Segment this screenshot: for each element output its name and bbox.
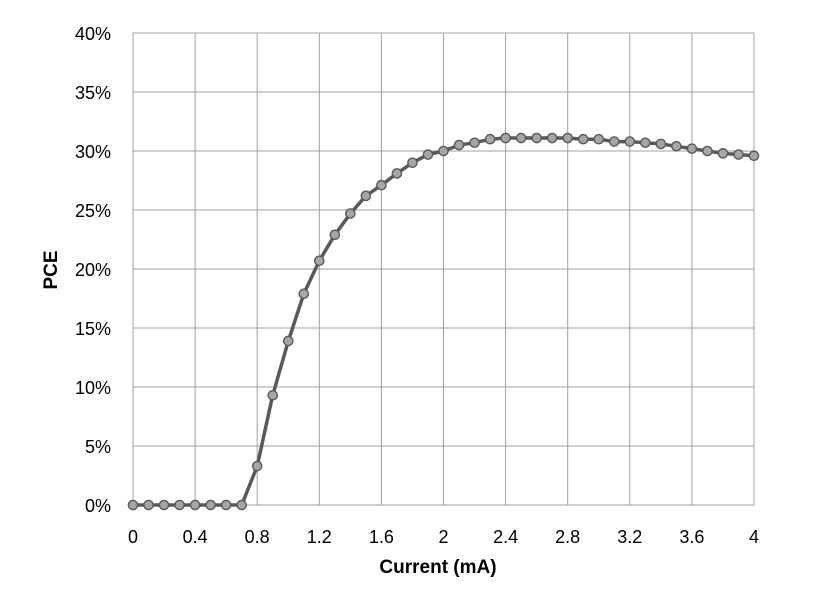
y-tick-label: 20%: [75, 260, 111, 280]
data-point: [515, 132, 527, 144]
data-point: [577, 133, 589, 145]
x-tick-label: 2.4: [493, 527, 518, 547]
x-tick-label: 0.8: [245, 527, 270, 547]
y-tick-label: 25%: [75, 201, 111, 221]
x-tick-label: 1.6: [369, 527, 394, 547]
data-point: [360, 190, 372, 202]
x-axis-title: Current (mA): [379, 557, 496, 578]
x-tick-label: 4: [749, 527, 759, 547]
grid: [132, 32, 755, 506]
data-point: [531, 132, 542, 144]
data-point: [608, 136, 620, 147]
y-tick-label: 30%: [75, 142, 111, 162]
x-tick-label: 0.4: [183, 527, 208, 547]
data-point: [267, 389, 279, 401]
data-point: [671, 140, 682, 152]
data-point: [391, 168, 403, 179]
data-point: [376, 179, 387, 191]
data-point: [453, 139, 465, 151]
data-point: [407, 157, 418, 169]
data-point: [640, 137, 651, 149]
data-point: [174, 499, 185, 511]
y-tick-label: 10%: [75, 378, 111, 398]
data-point: [733, 149, 744, 160]
x-tick-label: 3.6: [679, 527, 704, 547]
data-point: [686, 143, 698, 154]
x-tick-label: 2.8: [555, 527, 580, 547]
data-point: [562, 132, 574, 144]
data-point: [484, 133, 496, 145]
data-point: [717, 148, 729, 159]
data-point: [251, 460, 263, 472]
y-axis-title: PCE: [41, 250, 62, 289]
data-point: [748, 150, 760, 162]
data-point: [127, 499, 139, 511]
data-point: [143, 499, 154, 511]
data-point: [313, 255, 325, 267]
y-tick-label: 40%: [75, 24, 111, 44]
x-tick-label: 2: [438, 527, 448, 547]
data-point: [546, 132, 558, 144]
data-point: [298, 288, 310, 300]
data-point: [205, 499, 216, 511]
data-point: [593, 133, 605, 145]
data-point: [438, 145, 449, 157]
x-tick-label: 3.2: [617, 527, 642, 547]
data-point: [422, 149, 434, 160]
data-point: [158, 499, 170, 511]
data-point: [345, 208, 356, 219]
data-point: [624, 136, 636, 147]
x-tick-labels: 0 0.4 0.8 1.2 1.6 2 2.4 2.8 3.2 3.6 4: [128, 527, 759, 547]
y-tick-label: 5%: [85, 437, 111, 457]
data-point: [236, 499, 247, 511]
y-tick-labels: 0% 5% 10% 15% 20% 25% 30% 35% 40%: [75, 24, 111, 516]
x-tick-label: 0: [128, 527, 138, 547]
data-point: [189, 499, 201, 511]
data-point: [220, 499, 232, 511]
data-point: [469, 137, 480, 149]
data-point: [702, 145, 713, 157]
series: [127, 132, 760, 511]
y-tick-label: 15%: [75, 319, 111, 339]
data-point: [282, 335, 294, 347]
data-point: [655, 138, 667, 150]
y-tick-label: 35%: [75, 83, 111, 103]
y-tick-label: 0%: [85, 496, 111, 516]
data-point: [329, 229, 341, 241]
x-tick-label: 1.2: [307, 527, 332, 547]
data-point: [500, 132, 511, 144]
